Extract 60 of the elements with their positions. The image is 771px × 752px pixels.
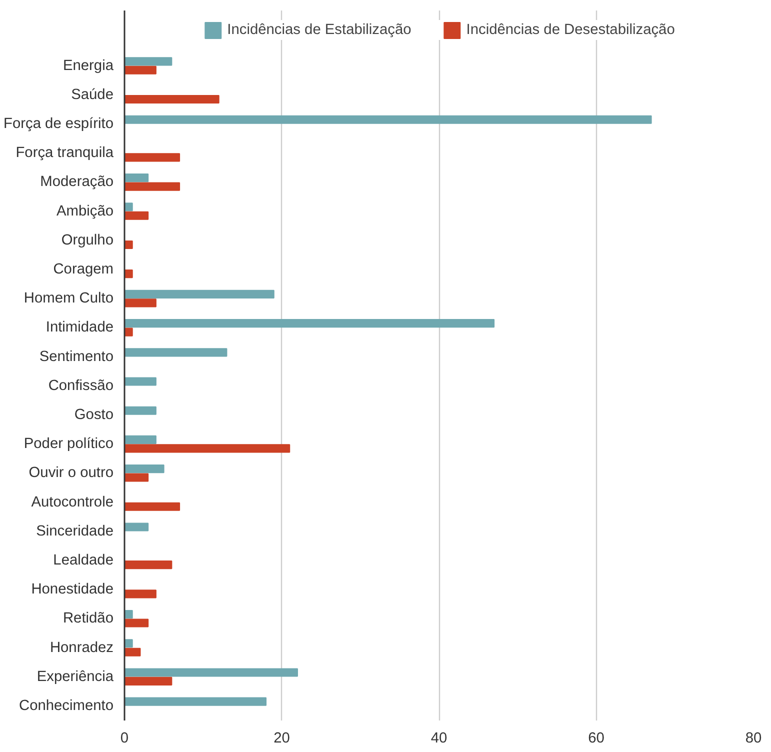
bar bbox=[124, 560, 172, 570]
bar bbox=[124, 66, 156, 74]
bar bbox=[124, 590, 156, 598]
x-tick-label: 0 bbox=[120, 730, 129, 746]
bar bbox=[124, 290, 274, 298]
y-tick-label: Moderação bbox=[40, 174, 114, 190]
y-tick-label: Intimidade bbox=[46, 320, 114, 336]
y-tick-label: Poder político bbox=[24, 436, 114, 452]
bar bbox=[124, 522, 149, 532]
bar bbox=[124, 668, 298, 677]
bar bbox=[124, 502, 180, 511]
bar bbox=[124, 473, 149, 482]
y-tick-label: Honestidade bbox=[31, 582, 114, 598]
legend-label: Incidências de Desestabilização bbox=[466, 22, 675, 38]
bar bbox=[124, 676, 172, 686]
bar bbox=[124, 57, 172, 66]
bar bbox=[124, 328, 133, 336]
y-tick-label: Coragem bbox=[53, 261, 114, 278]
bar bbox=[124, 618, 149, 628]
legend-label: Incidências de Estabilização bbox=[227, 22, 412, 38]
bar bbox=[124, 211, 149, 220]
bar bbox=[124, 174, 149, 182]
x-tick-label: 40 bbox=[430, 730, 448, 746]
bar bbox=[124, 298, 156, 308]
bar bbox=[124, 639, 133, 648]
bar bbox=[124, 319, 495, 328]
bar bbox=[124, 435, 156, 444]
y-tick-label: Orgulho bbox=[61, 232, 114, 248]
y-tick-label: Sentimento bbox=[39, 348, 114, 365]
y-tick-label: Autocontrole bbox=[31, 494, 114, 510]
bar bbox=[124, 153, 180, 162]
y-tick-label: Ambição bbox=[56, 203, 114, 220]
y-tick-label: Energia bbox=[62, 58, 114, 74]
y-tick-label: Ouvir o outro bbox=[28, 465, 114, 482]
y-tick-label: Experiência bbox=[36, 668, 114, 685]
y-tick-label: Homem Culto bbox=[24, 290, 114, 307]
bar bbox=[124, 182, 180, 191]
x-tick-label: 80 bbox=[745, 730, 762, 746]
y-tick-label: Retidão bbox=[62, 610, 114, 627]
bar bbox=[124, 697, 267, 706]
y-tick-label: Saúde bbox=[71, 86, 114, 103]
bar bbox=[124, 648, 141, 656]
bar bbox=[124, 406, 156, 415]
y-tick-label: Lealdade bbox=[53, 552, 114, 568]
bar bbox=[124, 444, 290, 453]
y-tick-label: Sinceridade bbox=[36, 523, 114, 540]
bar bbox=[124, 348, 228, 357]
y-tick-label: Força tranquila bbox=[16, 145, 114, 162]
bar bbox=[124, 464, 164, 474]
bar bbox=[124, 377, 156, 386]
bar bbox=[124, 94, 220, 104]
y-tick-label: Conhecimento bbox=[18, 698, 114, 714]
y-tick-label: Honradez bbox=[50, 640, 114, 656]
x-tick-label: 60 bbox=[588, 730, 604, 746]
y-tick-label: Força de espírito bbox=[4, 116, 114, 132]
x-tick-label: 20 bbox=[274, 730, 290, 746]
bar bbox=[124, 115, 652, 124]
y-tick-label: Confissão bbox=[48, 378, 114, 394]
bar bbox=[124, 202, 133, 212]
y-tick-label: Gosto bbox=[74, 406, 114, 423]
